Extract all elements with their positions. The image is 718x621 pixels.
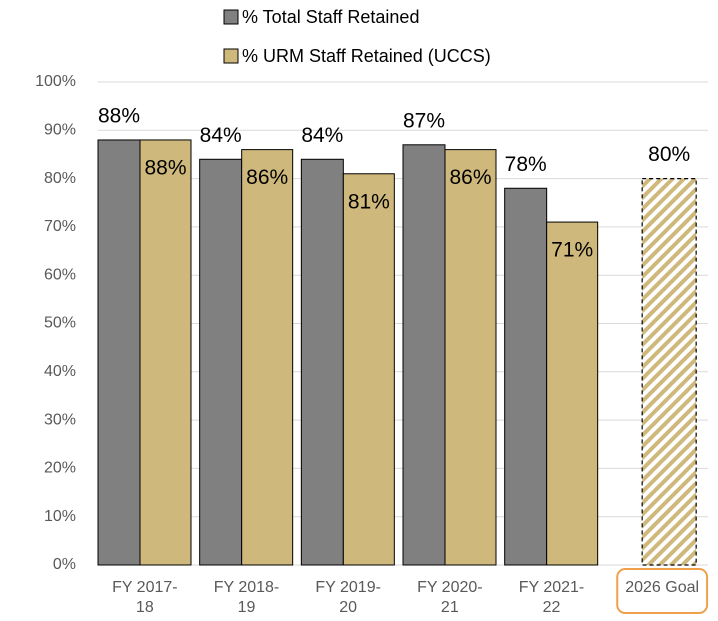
value-label: 84% [301, 124, 343, 147]
y-tick-label: 90% [44, 122, 76, 139]
x-tick-label: FY 2018- 19 [214, 579, 280, 616]
value-label: 71% [551, 239, 593, 262]
value-label: 84% [200, 124, 242, 147]
bar [300, 158, 344, 566]
x-tick-label-line: FY 2020- [417, 579, 483, 596]
x-tick-label-line: FY 2019- [315, 579, 381, 596]
x-tick-label: 2026 Goal [625, 579, 699, 596]
value-label: 80% [648, 143, 690, 166]
bar [241, 149, 294, 566]
x-tick-label: FY 2019- 20 [315, 579, 381, 616]
value-label: 87% [403, 109, 445, 132]
x-tick-label-line: 21 [441, 599, 459, 616]
value-label: 86% [449, 166, 491, 189]
bar [402, 144, 446, 566]
x-tick-label-line: FY 2021- [519, 579, 585, 596]
x-tick-label-line: 18 [136, 599, 154, 616]
legend-swatch [223, 9, 239, 25]
bar [444, 149, 497, 566]
y-tick-label: 50% [44, 315, 76, 332]
value-label: 81% [348, 190, 390, 213]
y-tick-label: 20% [44, 460, 76, 477]
y-tick-label: 80% [44, 170, 76, 187]
legend-swatch [223, 48, 239, 64]
y-tick-label: 40% [44, 363, 76, 380]
bar [199, 158, 243, 566]
goal-bar [641, 178, 697, 566]
value-label: 86% [246, 166, 288, 189]
x-tick-label-line: FY 2018- [214, 579, 280, 596]
legend-label: % Total Staff Retained [242, 7, 419, 27]
bar [97, 139, 141, 566]
y-tick-label: 100% [35, 73, 76, 90]
x-tick-label-line: 19 [238, 599, 256, 616]
goal-label-box [616, 568, 709, 614]
value-label: 88% [98, 105, 140, 128]
y-tick-label: 70% [44, 218, 76, 235]
x-tick-label-line: FY 2017- [112, 579, 178, 596]
bar [139, 139, 192, 566]
legend-label: % URM Staff Retained (UCCS) [242, 46, 491, 66]
y-tick-label: 10% [44, 508, 76, 525]
value-label: 88% [144, 157, 186, 180]
x-tick-label-line: 20 [339, 599, 357, 616]
bar [546, 221, 599, 566]
y-tick-label: 30% [44, 411, 76, 428]
y-tick-label: 60% [44, 266, 76, 283]
x-tick-label: FY 2017- 18 [112, 579, 178, 616]
y-tick-label: 0% [53, 556, 76, 573]
bar [342, 173, 395, 566]
x-tick-label: FY 2020- 21 [417, 579, 483, 616]
value-label: 78% [505, 153, 547, 176]
x-tick-label-line: 22 [543, 599, 561, 616]
x-tick-label: FY 2021- 22 [519, 579, 585, 616]
bar [504, 187, 548, 566]
